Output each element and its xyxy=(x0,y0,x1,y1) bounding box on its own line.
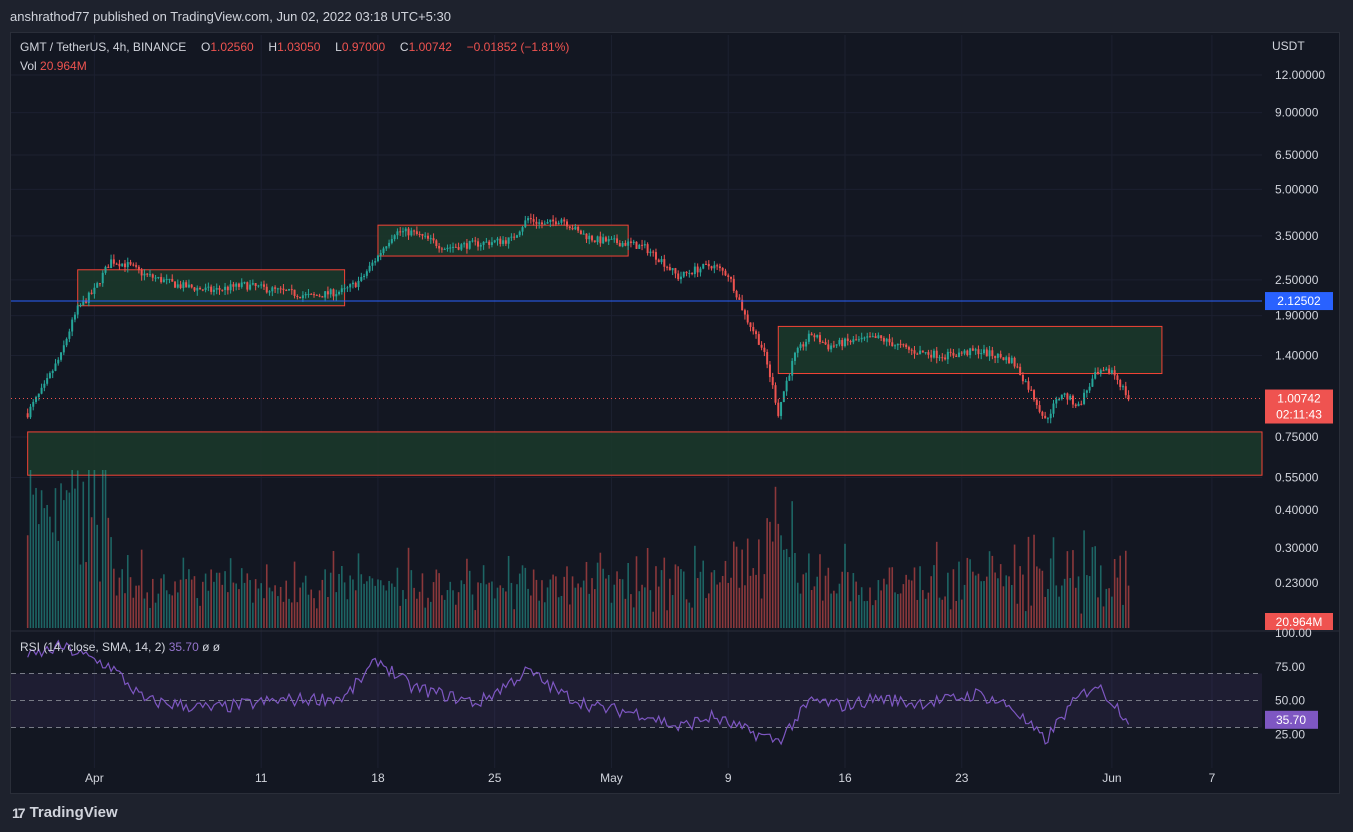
symbol-legend: GMT / TetherUS, 4h, BINANCE O1.02560 H1.… xyxy=(20,40,569,54)
chart-frame[interactable] xyxy=(10,32,1340,794)
low-label: L xyxy=(335,40,342,54)
symbol-label: GMT / TetherUS, 4h, BINANCE xyxy=(20,40,187,54)
volume-label: Vol xyxy=(20,59,37,73)
rsi-label: RSI (14, close, SMA, 14, 2) xyxy=(20,640,166,654)
publisher-bar: anshrathod77 published on TradingView.co… xyxy=(0,0,1353,32)
high-value: 1.03050 xyxy=(277,40,321,54)
high-label: H xyxy=(268,40,278,54)
close-value: 1.00742 xyxy=(408,40,452,54)
brand-label: TradingView xyxy=(29,804,118,821)
tradingview-brand[interactable]: 17 TradingView xyxy=(12,804,118,821)
rsi-extra: ø ø xyxy=(202,640,221,654)
rsi-legend: RSI (14, close, SMA, 14, 2) 35.70 ø ø xyxy=(20,640,220,654)
close-label: C xyxy=(399,40,409,54)
low-value: 0.97000 xyxy=(341,40,386,54)
change-value: −0.01852 (−1.81%) xyxy=(466,40,570,54)
footer-bar: 17 TradingView xyxy=(0,794,1353,832)
tradingview-logo-icon: 17 xyxy=(12,804,26,821)
open-value: 1.02560 xyxy=(210,40,254,54)
rsi-value: 35.70 xyxy=(168,640,199,654)
publisher-line: anshrathod77 published on TradingView.co… xyxy=(10,9,451,24)
volume-legend: Vol 20.964M xyxy=(20,59,87,73)
open-label: O xyxy=(200,40,211,54)
volume-value: 20.964M xyxy=(40,59,87,73)
